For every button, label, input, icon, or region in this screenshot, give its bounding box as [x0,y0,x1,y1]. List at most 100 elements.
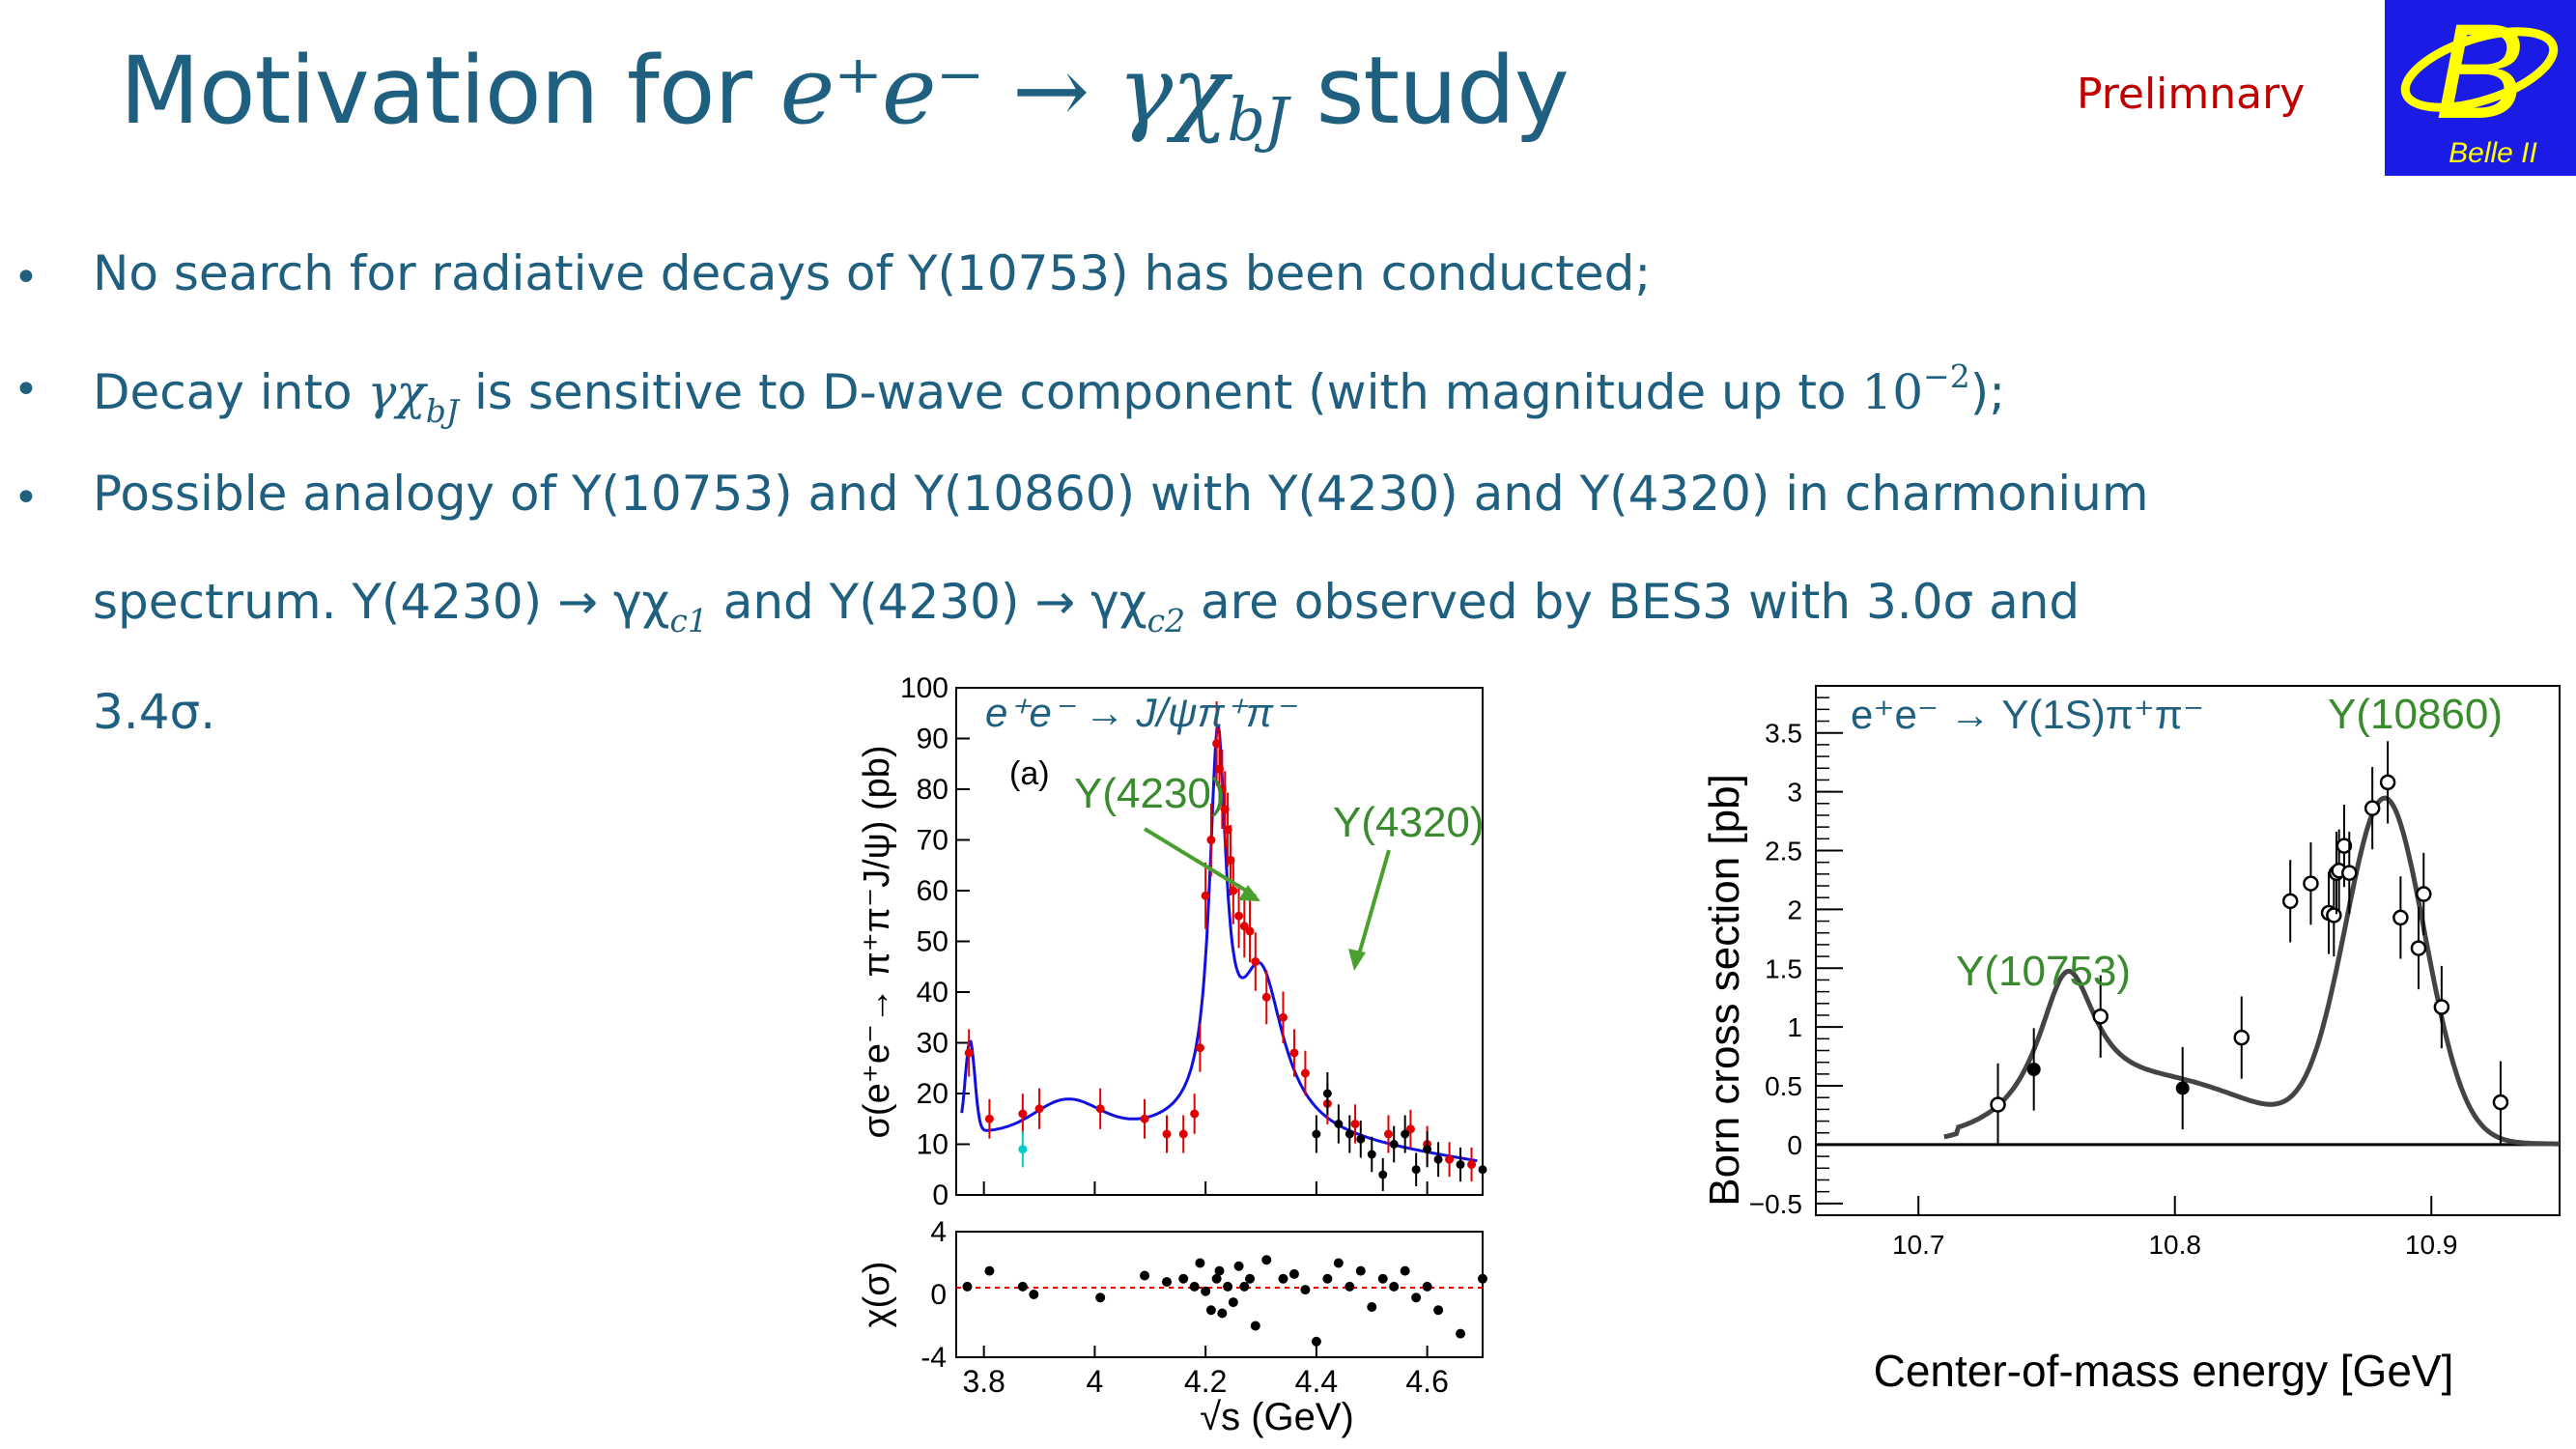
data-point [1300,1068,1310,1078]
preliminary-label: Prelimnary [2077,70,2306,119]
residual-point [1411,1293,1422,1303]
data-point [1345,1129,1354,1139]
bullet-1: No search for radiative decays of Υ(1075… [93,245,1652,301]
data-point [1356,1134,1366,1144]
residual-point [1178,1273,1189,1284]
data-point [1312,1129,1321,1139]
panel-label: (a) [1009,755,1050,792]
x-tick-label: 10.7 [1892,1230,1945,1260]
data-point [1018,1145,1028,1154]
y-tick-label: 2.5 [1765,836,1802,866]
data-point [1095,1104,1105,1114]
residual-point [1278,1273,1288,1284]
bullet-dot: • [14,473,39,523]
filled-data-point [2026,1062,2041,1076]
arrow-y4230 [1143,827,1258,898]
y-tick-label: 2 [1787,895,1802,924]
data-point [1405,1124,1415,1134]
data-point [1350,1120,1360,1128]
plot-frame [1815,685,2561,1216]
open-data-point [2341,865,2358,881]
y-tick-label: 0.5 [1765,1071,1802,1101]
y-axis-label: Born cross section [pb] [1701,774,1748,1207]
residual-point [1140,1270,1150,1281]
y-tick-label: 100 [900,672,948,704]
residual-point [1422,1281,1432,1292]
x-axis-label: Center-of-mass energy [GeV] [1874,1346,2454,1396]
annotation-y4230: Υ(4230) [1074,770,1226,817]
fit-curve [1943,795,2560,1147]
residual-point [1333,1258,1344,1268]
data-point [1367,1150,1376,1159]
data-point [984,1114,994,1123]
bullet-3-line-1: Possible analogy of Υ(10753) and Υ(10860… [93,466,2149,522]
data-point [1251,957,1260,966]
x-axis-label: √s (GeV) [1200,1396,1354,1438]
data-point [1467,1160,1477,1169]
residual-point [1389,1281,1400,1292]
open-data-point [2335,838,2353,854]
residual-point [1311,1336,1321,1347]
data-point [1261,992,1271,1002]
bullet-3-line-2: spectrum. Y(4230) → γχc1 and Y(4230) → γ… [93,574,2081,639]
data-point [1334,1120,1344,1128]
open-data-point [2379,774,2396,791]
open-data-point [2410,940,2427,956]
open-data-point [2281,893,2299,910]
y-tick-label: 70 [917,825,948,857]
data-point [1383,1129,1393,1139]
residual-point [1300,1285,1311,1295]
y-tick-label: 0 [932,1179,948,1211]
y-tick-label: 30 [917,1028,948,1060]
data-point [1378,1170,1388,1179]
y-tick-label: 0 [1787,1130,1802,1160]
residual-point [1228,1297,1238,1308]
y-tick-label: 10 [917,1129,948,1161]
annotation-y10753: Υ(10753) [1956,948,2131,995]
residual-point [1250,1321,1260,1331]
y-tick-label: −0.5 [1749,1189,1802,1219]
residual-point [1195,1258,1205,1268]
data-point [1178,1129,1188,1139]
x-tick-label: 10.9 [2405,1230,2458,1260]
data-point [1433,1154,1443,1164]
arrow-y4320 [1355,849,1391,962]
open-data-point [2433,999,2450,1015]
bullet-3-line-3: 3.4σ. [93,684,216,740]
residual-y-axis-label: χ(σ) [857,1262,897,1328]
data-point [1423,1145,1432,1154]
belle-ii-logo: B Belle II [2385,0,2576,176]
residual-point [1456,1328,1466,1339]
y-tick-label: 20 [917,1078,948,1110]
x-tick-label: 4.6 [1405,1364,1448,1399]
x-tick-label: 3.8 [962,1364,1005,1399]
data-point [1478,1165,1487,1175]
open-data-point [2492,1094,2509,1111]
residual-point [1211,1273,1222,1284]
x-tick-label: 4.2 [1184,1364,1227,1399]
data-point [1245,926,1255,936]
residual-point [1189,1281,1200,1292]
upsilon-pipi-cross-section-chart: −0.5 0 0.5 1 1.5 2 2.5 3 3.5 10.7 10.8 10.9 e⁺e⁻ → … [1701,685,2561,1396]
open-data-point [2392,909,2409,926]
open-data-point [2416,886,2432,902]
residual-point [1095,1293,1106,1303]
residual-point [1245,1273,1256,1284]
residual-y-tick-label: -4 [920,1342,947,1374]
residual-point [1239,1281,1250,1292]
data-point [1278,1012,1288,1022]
residual-point [1345,1281,1355,1292]
residual-point [1214,1265,1225,1276]
y-tick-label: 90 [917,724,948,755]
data-point [1034,1104,1044,1114]
residual-point [962,1281,973,1292]
data-point [1162,1129,1172,1139]
filled-data-point [2175,1081,2190,1095]
y-tick-label: 1 [1787,1012,1802,1042]
data-point [1239,922,1249,931]
data-point [1206,836,1216,844]
residual-point [1322,1273,1333,1284]
data-point [1234,911,1244,921]
data-point [1195,1043,1204,1053]
bullet-2: Decay into γχbJ is sensitive to D-wave c… [93,357,2006,430]
